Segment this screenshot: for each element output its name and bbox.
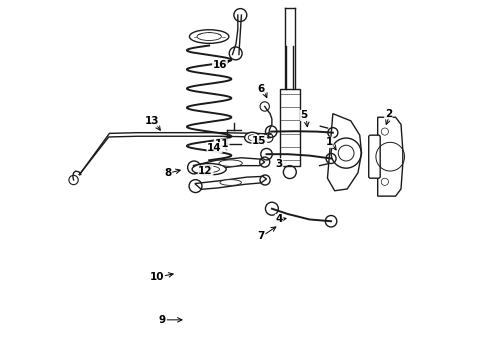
- Ellipse shape: [192, 163, 226, 175]
- Text: 9: 9: [159, 315, 166, 325]
- Ellipse shape: [248, 135, 256, 140]
- Ellipse shape: [199, 166, 220, 172]
- Text: 3: 3: [275, 159, 283, 169]
- Text: 7: 7: [257, 231, 265, 240]
- Text: 5: 5: [300, 111, 308, 121]
- Text: 15: 15: [252, 136, 267, 145]
- Text: 6: 6: [258, 84, 265, 94]
- Ellipse shape: [245, 132, 260, 143]
- FancyBboxPatch shape: [368, 135, 380, 178]
- Text: 2: 2: [385, 109, 392, 119]
- Ellipse shape: [219, 160, 243, 166]
- Text: 12: 12: [198, 166, 213, 176]
- FancyBboxPatch shape: [280, 89, 300, 166]
- Text: 14: 14: [207, 143, 222, 153]
- Text: 16: 16: [213, 60, 227, 70]
- Text: 11: 11: [215, 139, 229, 149]
- Ellipse shape: [197, 33, 221, 41]
- Text: 10: 10: [150, 272, 164, 282]
- Text: 4: 4: [275, 215, 283, 224]
- Text: 13: 13: [145, 116, 159, 126]
- Ellipse shape: [190, 30, 229, 43]
- Ellipse shape: [220, 180, 242, 185]
- Text: 1: 1: [326, 138, 333, 147]
- Text: 8: 8: [164, 168, 171, 178]
